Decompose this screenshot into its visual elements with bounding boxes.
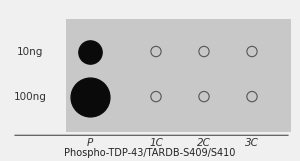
Text: 3C: 3C <box>245 138 259 148</box>
Point <box>154 50 158 53</box>
Point <box>250 95 254 98</box>
Point <box>202 95 206 98</box>
Text: 1C: 1C <box>149 138 163 148</box>
Text: 10ng: 10ng <box>17 47 43 57</box>
Point <box>88 95 92 98</box>
FancyBboxPatch shape <box>66 19 291 132</box>
Text: 100ng: 100ng <box>14 92 46 102</box>
Text: P: P <box>87 138 93 148</box>
Point <box>202 50 206 53</box>
Text: Phospho-TDP-43/TARDB-S409/S410: Phospho-TDP-43/TARDB-S409/S410 <box>64 148 236 158</box>
Text: 2C: 2C <box>197 138 211 148</box>
Point <box>88 50 92 53</box>
Point <box>250 50 254 53</box>
Point <box>154 95 158 98</box>
